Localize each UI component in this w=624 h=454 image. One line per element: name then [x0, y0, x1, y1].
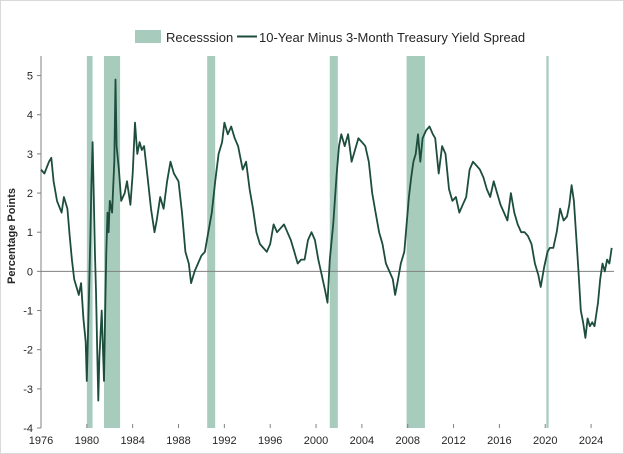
y-tick-label: 5 — [27, 71, 33, 83]
legend-label-recession: Recesssion — [166, 30, 233, 45]
x-tick-label: 2024 — [579, 435, 603, 447]
recession-band — [207, 56, 216, 428]
recession-band — [406, 56, 425, 428]
legend: Recesssion 10-Year Minus 3-Month Treasur… — [135, 30, 525, 45]
recession-band — [329, 56, 338, 428]
y-tick-label: 3 — [27, 149, 33, 161]
y-tick-label: 1 — [27, 227, 33, 239]
x-tick-label: 1984 — [120, 435, 144, 447]
x-tick-label: 2020 — [533, 435, 557, 447]
y-tick-label: -3 — [23, 384, 33, 396]
x-tick-label: 2000 — [304, 435, 328, 447]
x-tick-label: 1992 — [212, 435, 236, 447]
y-axis-title: Percentage Points — [6, 188, 18, 284]
y-tick-label: -2 — [23, 345, 33, 357]
x-tick-label: 2016 — [487, 435, 511, 447]
axes: -4 -3 -2 -1 0 1 2 3 4 5 1976 1980 1984 1988 1992 1996 20… — [23, 56, 614, 447]
recession-band — [546, 56, 549, 428]
x-tick-label: 2012 — [441, 435, 465, 447]
x-tick-label: 1996 — [258, 435, 282, 447]
y-tick-label: 0 — [27, 266, 33, 278]
y-tick-label: -1 — [23, 306, 33, 318]
y-tick-label: 4 — [27, 110, 33, 122]
y-tick-label: 2 — [27, 188, 33, 200]
recession-bands — [86, 56, 549, 428]
legend-swatch-recession — [135, 30, 161, 43]
legend-label-spread: 10-Year Minus 3-Month Treasury Yield Spr… — [259, 30, 525, 45]
x-tick-label: 2008 — [395, 435, 419, 447]
x-tick-label: 1980 — [75, 435, 99, 447]
x-tick-label: 1976 — [29, 435, 53, 447]
series-line-yield-spread — [40, 78, 613, 402]
x-tick-label: 2004 — [350, 435, 374, 447]
series-layer — [40, 78, 613, 402]
x-tick-label: 1988 — [166, 435, 190, 447]
y-tick-label: -4 — [23, 423, 33, 435]
